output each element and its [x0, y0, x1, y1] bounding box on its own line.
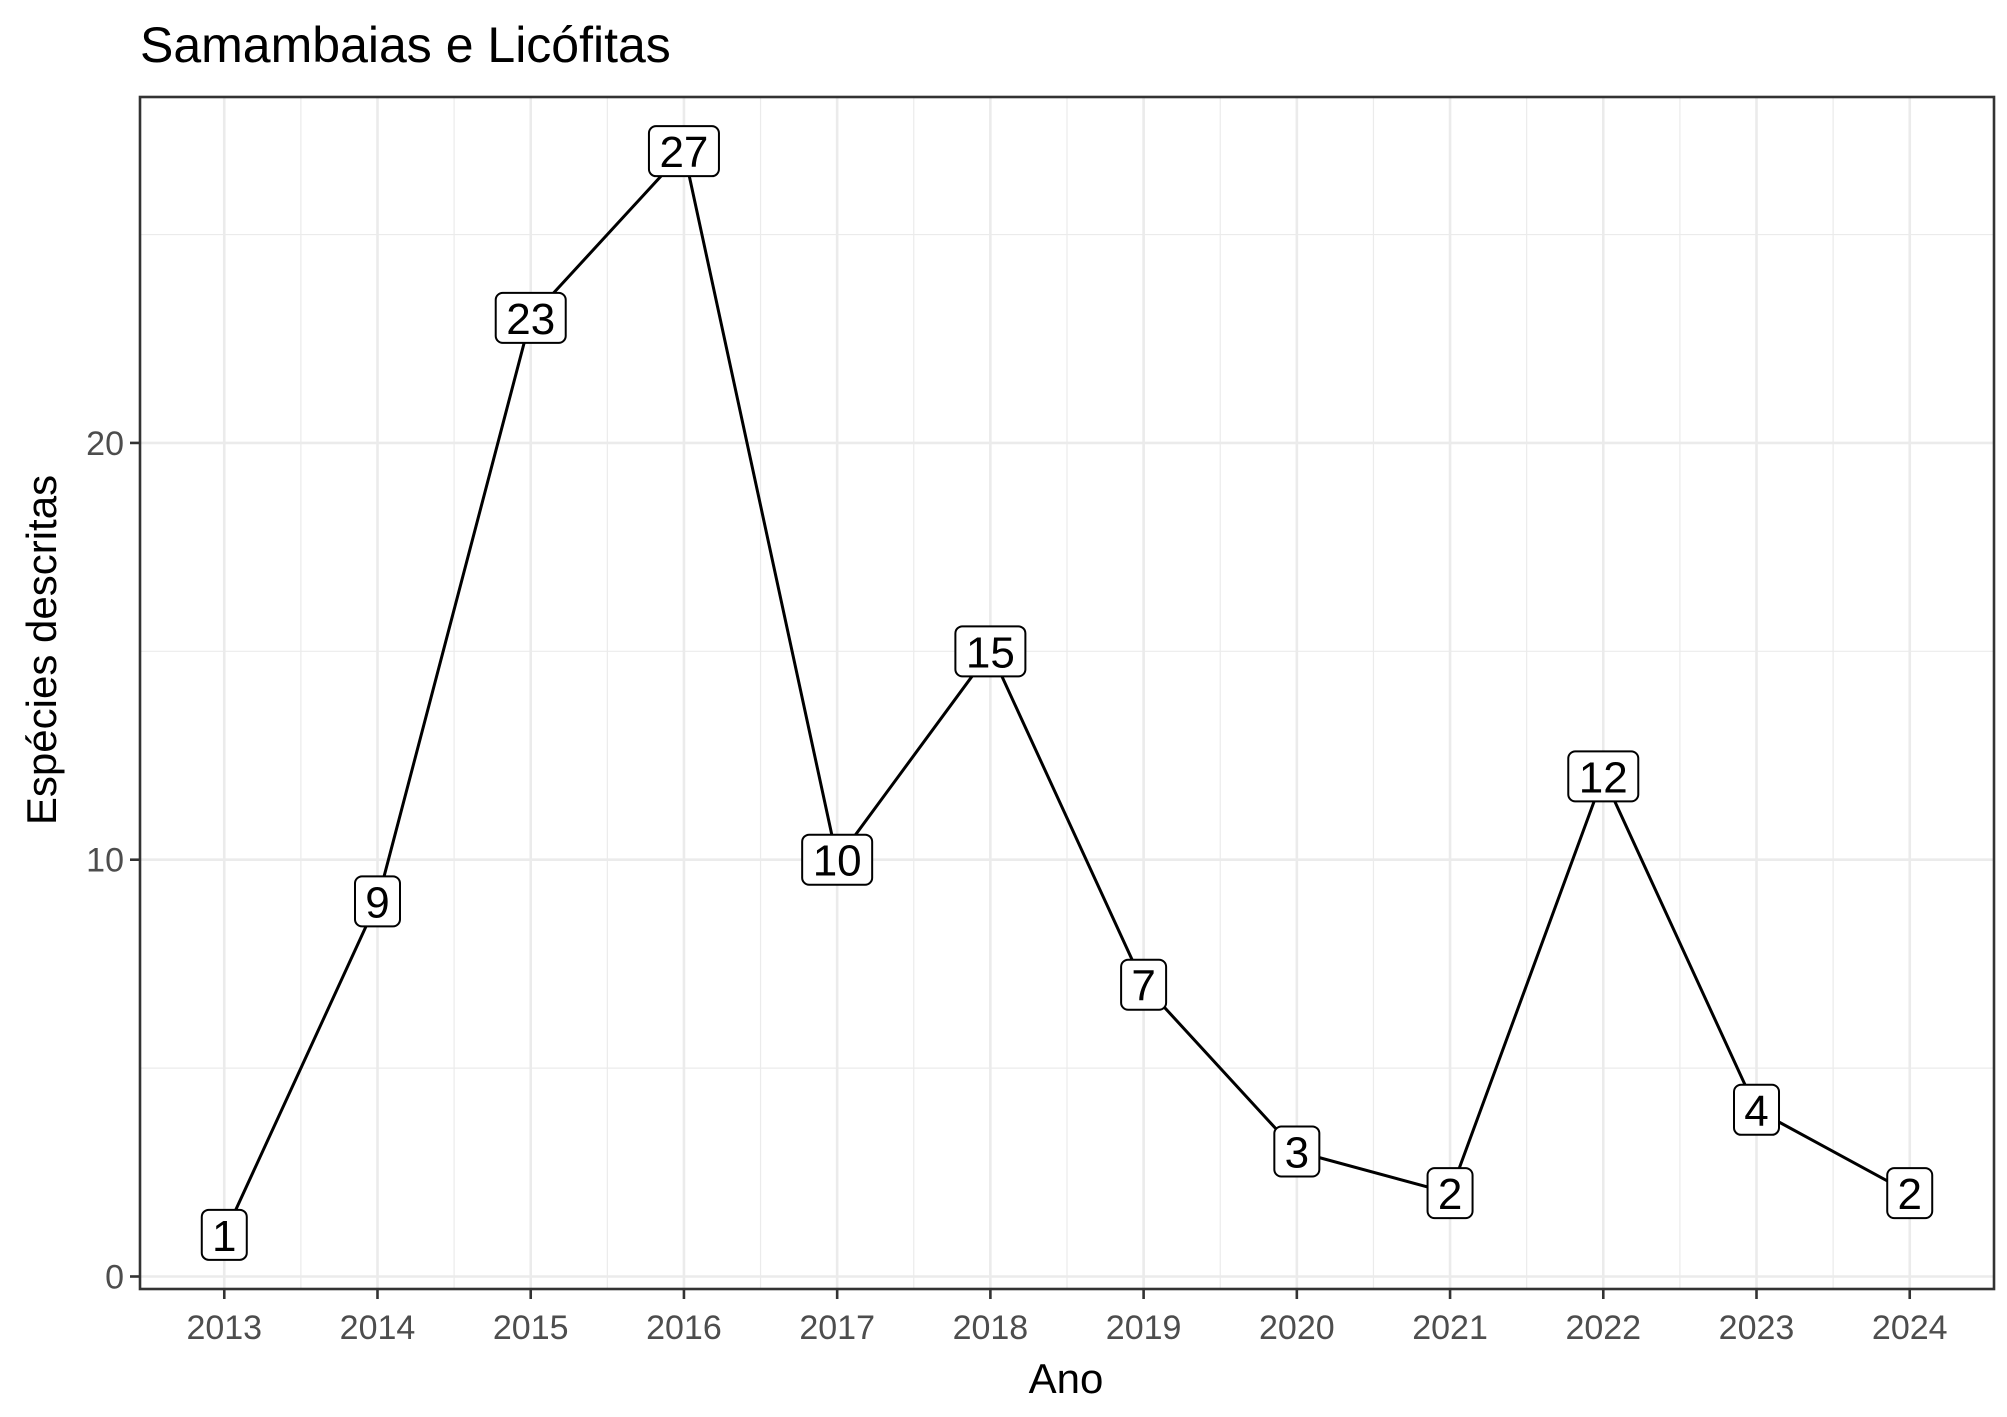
y-axis-title: Espécies descritas	[18, 475, 65, 825]
axes: 0 10 20 2013 2014 2015 2016 2017 2018 2019 2020 202…	[86, 95, 1996, 1347]
data-label-value: 2	[1897, 1170, 1921, 1219]
data-label-box	[801, 833, 874, 886]
data-label: 15	[954, 625, 1027, 678]
series-line-path	[222, 149, 1911, 1236]
x-tick-label: 2019	[1106, 1309, 1182, 1347]
data-label: 10	[801, 833, 874, 886]
data-label: 12	[1567, 750, 1640, 803]
data-label-value: 23	[506, 295, 555, 344]
data-label-value: 9	[365, 878, 389, 927]
data-label: 1	[200, 1208, 248, 1261]
data-label-value: 3	[1285, 1128, 1309, 1177]
x-tick-label: 2014	[340, 1309, 416, 1347]
x-tick-label: 2021	[1412, 1309, 1488, 1347]
data-label-value: 12	[1579, 753, 1628, 802]
chart-title: Samambaias e Licófitas	[140, 17, 671, 73]
x-tick-label: 2017	[799, 1309, 875, 1347]
x-tick-label: 2018	[953, 1309, 1029, 1347]
y-tick-label: 0	[105, 1258, 124, 1296]
data-label-box	[494, 291, 567, 344]
data-label-box	[1426, 1167, 1474, 1220]
data-label-value: 15	[966, 628, 1015, 677]
data-label-value: 4	[1744, 1087, 1768, 1136]
data-label-value: 7	[1131, 962, 1155, 1011]
data-label: 23	[494, 291, 567, 344]
data-label-box	[1120, 958, 1168, 1011]
data-label: 2	[1886, 1167, 1934, 1220]
y-tick-label: 10	[86, 842, 124, 880]
x-axis-title: Ano	[1029, 1355, 1104, 1402]
x-tick-label: 2015	[493, 1309, 569, 1347]
data-label-box	[200, 1208, 248, 1261]
x-tick-label: 2020	[1259, 1309, 1335, 1347]
data-label-box	[954, 625, 1027, 678]
data-label-box	[1567, 750, 1640, 803]
data-label-value: 27	[659, 128, 708, 177]
data-label-box	[1273, 1125, 1321, 1178]
x-tick-label: 2016	[646, 1309, 722, 1347]
data-label: 7	[1120, 958, 1168, 1011]
x-tick-label: 2023	[1719, 1309, 1795, 1347]
grid-lines	[140, 97, 1994, 1289]
data-label-box	[353, 875, 401, 928]
data-label: 27	[647, 125, 720, 178]
panel-border	[138, 95, 1996, 1291]
data-label: 9	[353, 875, 401, 928]
y-tick-label: 20	[86, 425, 124, 463]
data-label: 2	[1426, 1167, 1474, 1220]
series-line	[222, 149, 1911, 1236]
data-label-box	[1733, 1083, 1781, 1136]
data-label-box	[647, 125, 720, 178]
data-label-value: 1	[212, 1212, 236, 1261]
x-tick-label: 2013	[186, 1309, 262, 1347]
data-label-value: 10	[813, 837, 862, 886]
data-label: 4	[1733, 1083, 1781, 1136]
data-label-box	[1886, 1167, 1934, 1220]
x-tick-label: 2024	[1872, 1309, 1948, 1347]
data-label: 3	[1273, 1125, 1321, 1178]
data-label-value: 2	[1438, 1170, 1462, 1219]
x-tick-label: 2022	[1565, 1309, 1641, 1347]
